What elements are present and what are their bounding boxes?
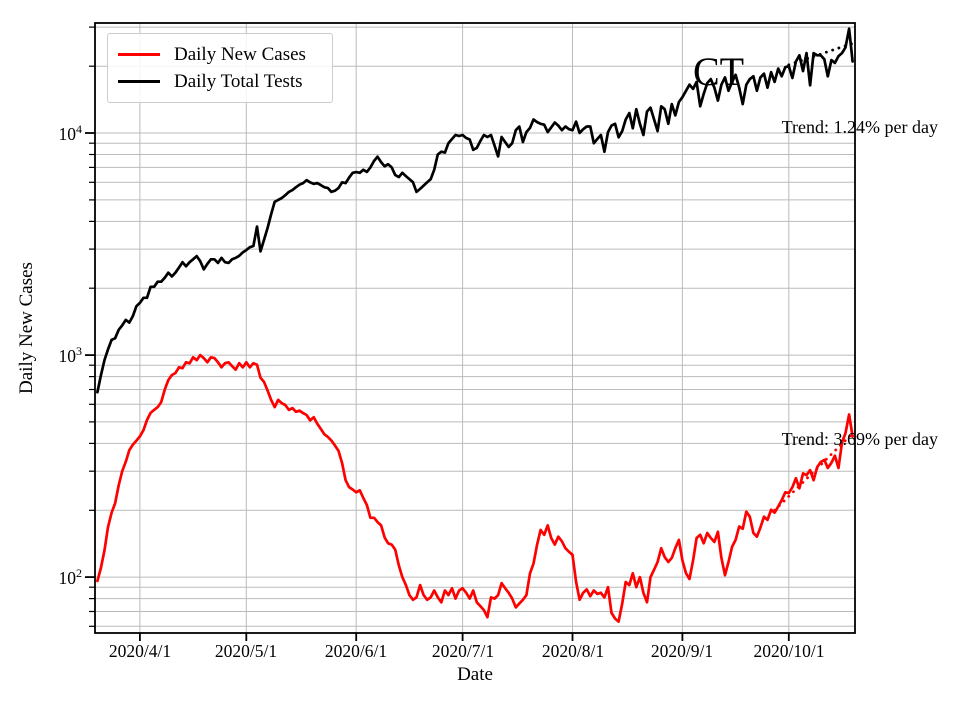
tests-trend-annotation: Trend: 1.24% per day bbox=[781, 117, 938, 137]
x-tick-label: 2020/7/1 bbox=[431, 641, 495, 661]
y-axis-label: Daily New Cases bbox=[16, 262, 37, 394]
x-axis-label: Date bbox=[457, 664, 493, 685]
y-tick-label: 103 bbox=[58, 344, 83, 366]
legend-label-tests: Daily Total Tests bbox=[174, 70, 303, 92]
x-tick-label: 2020/4/1 bbox=[108, 641, 172, 661]
x-tick-label: 2020/5/1 bbox=[214, 641, 278, 661]
y-tick-label: 104 bbox=[58, 122, 83, 144]
cases-line-swatch bbox=[118, 53, 160, 56]
legend: Daily New Cases Daily Total Tests bbox=[107, 33, 333, 103]
legend-item-tests: Daily Total Tests bbox=[118, 68, 322, 95]
y-tick-label: 102 bbox=[58, 566, 83, 588]
legend-label-cases: Daily New Cases bbox=[174, 43, 306, 65]
cases-trend-annotation: Trend: 3.69% per day bbox=[781, 429, 938, 449]
tests-line-swatch bbox=[118, 80, 160, 83]
x-tick-label: 2020/10/1 bbox=[753, 641, 825, 661]
legend-item-cases: Daily New Cases bbox=[118, 41, 322, 68]
chart-title: CT bbox=[693, 49, 745, 94]
x-tick-label: 2020/8/1 bbox=[541, 641, 605, 661]
x-tick-label: 2020/9/1 bbox=[650, 641, 714, 661]
x-tick-label: 2020/6/1 bbox=[324, 641, 388, 661]
